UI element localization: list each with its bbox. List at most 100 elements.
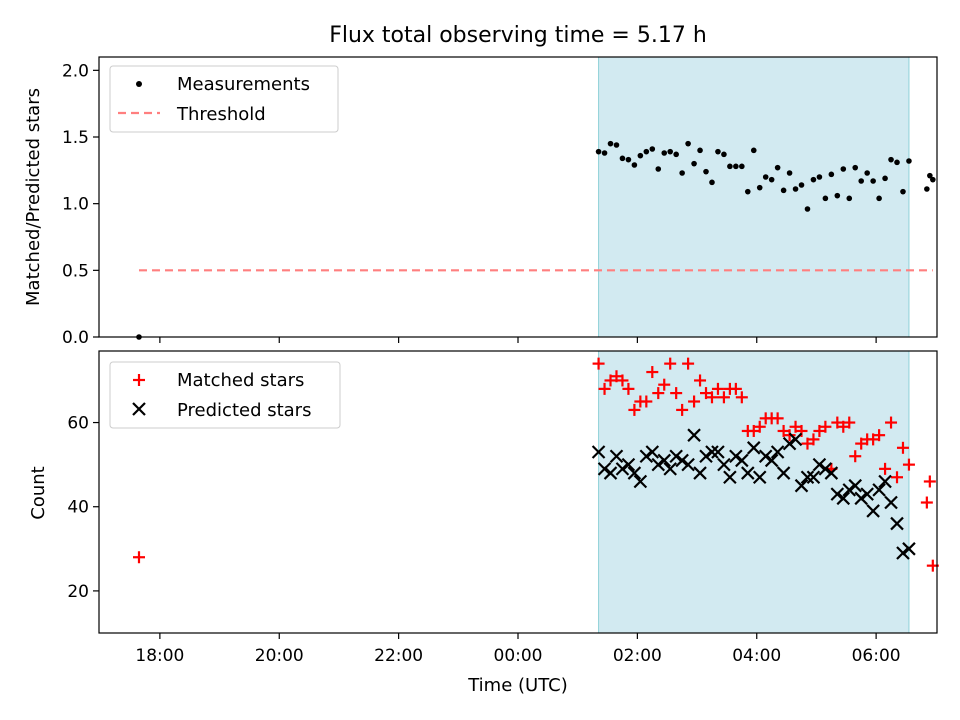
legend-box xyxy=(109,65,339,133)
predicted-star-point xyxy=(746,441,761,455)
measurement-point xyxy=(733,163,739,170)
predicted-star-point xyxy=(615,462,630,476)
ratio-ytick-label: 2.0 xyxy=(62,61,89,81)
ratio-panel-ylabel: Matched/Predicted stars xyxy=(23,88,44,306)
legend-matched-marker xyxy=(133,374,145,386)
predicted-star-point xyxy=(711,445,725,459)
predicted-star-point xyxy=(806,470,821,485)
measurement-point xyxy=(721,151,727,158)
predicted-star-point xyxy=(794,478,809,493)
predicted-star-point xyxy=(854,491,868,506)
predicted-star-point xyxy=(645,445,660,459)
matched-star-point xyxy=(896,441,909,454)
predicted-star-point xyxy=(741,466,755,480)
predicted-star-point xyxy=(824,466,839,480)
predicted-star-point xyxy=(663,462,677,476)
measurement-point xyxy=(762,174,769,180)
matched-star-point xyxy=(849,450,862,463)
measurement-point xyxy=(768,176,775,183)
x-tick-label: 20:00 xyxy=(255,646,304,666)
matched-star-point xyxy=(705,391,718,404)
measurement-point xyxy=(906,158,912,164)
count-panel-legend: Matched stars Predicted stars xyxy=(109,361,341,429)
measurement-point xyxy=(661,150,668,156)
matched-star-point xyxy=(652,387,665,400)
predicted-star-point xyxy=(597,462,612,476)
measurement-point xyxy=(750,147,757,154)
measurement-point xyxy=(786,170,793,176)
measurement-point xyxy=(822,195,829,202)
matched-star-point xyxy=(598,382,611,395)
matched-star-point xyxy=(879,462,892,475)
matched-star-point xyxy=(622,382,635,395)
count-ytick-label: 40 xyxy=(67,498,89,518)
count-panel-shaded-span xyxy=(598,350,910,634)
predicted-star-point xyxy=(723,470,737,485)
measurement-point xyxy=(852,164,859,171)
matched-star-point xyxy=(771,412,784,425)
measurement-point xyxy=(828,171,835,178)
measurement-point xyxy=(876,195,882,202)
measurement-point xyxy=(643,148,650,155)
measurement-point xyxy=(673,151,679,158)
matched-star-point xyxy=(711,382,724,395)
predicted-star-point xyxy=(884,495,898,510)
count-panel-frame xyxy=(98,350,938,634)
measurement-point xyxy=(780,187,787,194)
legend-measurements-marker xyxy=(136,81,142,87)
predicted-star-point xyxy=(896,546,910,560)
matched-star-point xyxy=(729,382,742,395)
predicted-star-point xyxy=(770,445,785,459)
measurement-point xyxy=(927,172,933,179)
measurement-point xyxy=(667,148,674,155)
measurement-point xyxy=(888,156,894,163)
matched-star-point xyxy=(783,429,796,442)
matched-star-point xyxy=(658,378,671,391)
measurement-point xyxy=(703,168,709,175)
matched-star-point xyxy=(753,420,766,433)
matched-star-point xyxy=(920,496,933,509)
predicted-star-point xyxy=(633,474,648,489)
ratio-ytick-label: 0.0 xyxy=(62,328,89,348)
legend-predicted-label: Predicted stars xyxy=(177,400,311,421)
x-tick-label: 22:00 xyxy=(374,646,423,666)
legend-threshold-label: Threshold xyxy=(176,104,266,125)
matched-star-point xyxy=(717,391,730,404)
matched-star-point xyxy=(923,475,936,488)
predicted-star-point xyxy=(729,449,743,464)
matched-star-point xyxy=(628,403,641,416)
measurement-point xyxy=(798,182,805,188)
ratio-ytick-label: 1.5 xyxy=(62,128,89,148)
predicted-star-point xyxy=(735,453,749,468)
measurement-point xyxy=(804,206,811,212)
predicted-star-point xyxy=(758,449,773,464)
predicted-star-point xyxy=(717,457,731,472)
predicted-star-point xyxy=(752,470,767,485)
ratio-panel-frame xyxy=(98,56,938,338)
ratio-panel-legend: Measurements Threshold xyxy=(109,65,339,133)
x-tick-label: 18:00 xyxy=(135,646,184,666)
measurement-point xyxy=(894,159,900,166)
ratio-panel-shaded-span xyxy=(598,56,910,338)
measurement-point xyxy=(727,163,733,170)
measurement-point xyxy=(685,140,691,147)
measurement-point xyxy=(715,148,721,155)
measurement-point xyxy=(840,166,847,172)
measurement-point xyxy=(601,150,608,156)
measurement-point xyxy=(595,148,602,155)
matched-star-point xyxy=(640,395,653,408)
measurement-point xyxy=(655,166,662,172)
matched-star-point xyxy=(902,458,915,471)
predicted-star-point xyxy=(866,504,880,518)
predicted-star-point xyxy=(776,466,791,480)
measurement-point xyxy=(691,160,697,167)
x-tick-label: 06:00 xyxy=(852,646,901,666)
matched-star-point xyxy=(735,391,748,404)
predicted-star-point xyxy=(591,445,606,459)
measurement-point xyxy=(900,188,906,195)
predicted-star-point xyxy=(818,462,833,476)
matched-star-point xyxy=(664,357,677,370)
count-ytick-label: 60 xyxy=(67,414,89,434)
matched-star-point xyxy=(694,374,707,387)
